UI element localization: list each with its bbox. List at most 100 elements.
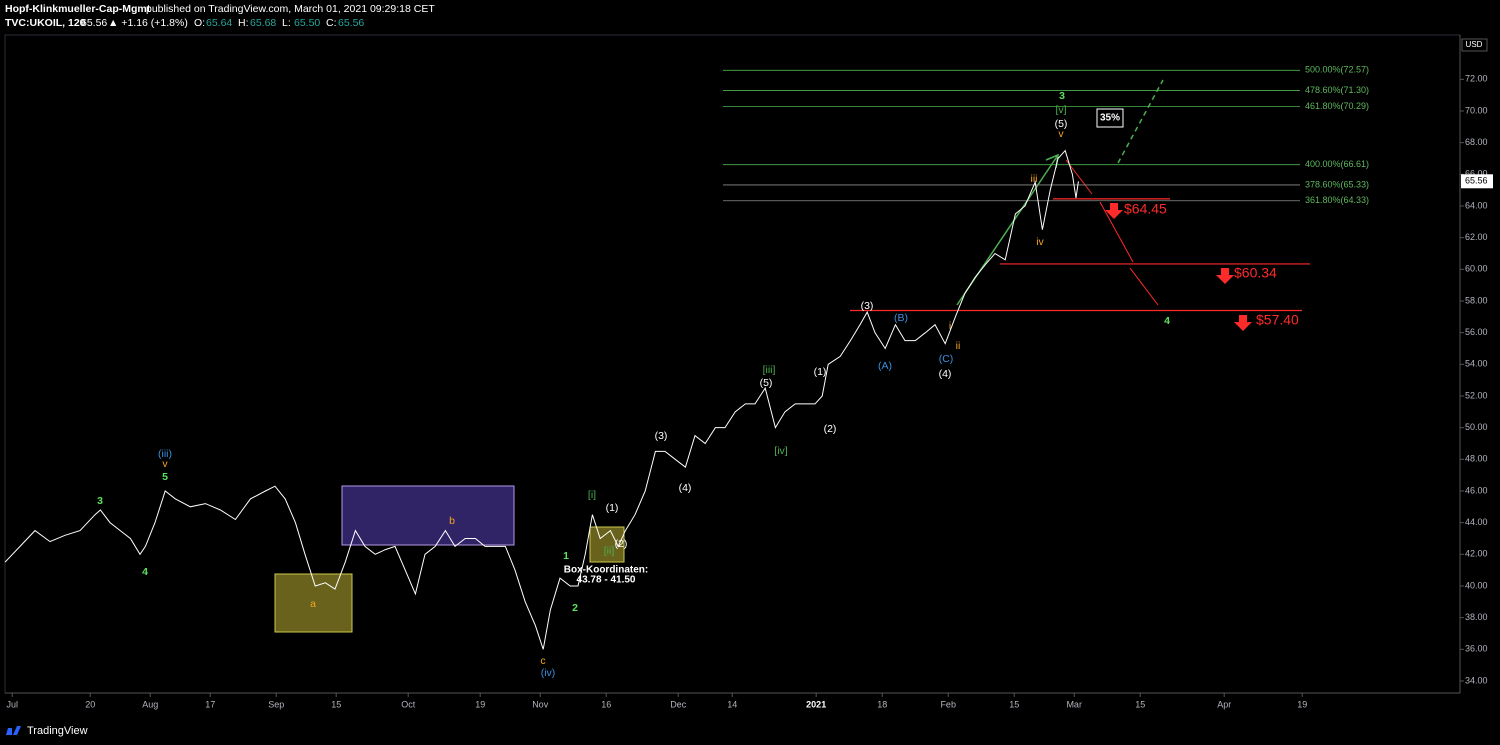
- wave-label: [iv]: [774, 445, 788, 457]
- wave-label: 5: [162, 471, 168, 483]
- wave-label: (3): [861, 300, 874, 312]
- ohlc-value: 65.50: [294, 17, 320, 29]
- wave-label: c: [540, 655, 545, 667]
- x-tick-label: 20: [85, 699, 95, 709]
- x-tick-label: Jul: [6, 699, 18, 709]
- y-tick-label: 60.00: [1465, 264, 1488, 274]
- wave-label: (3): [655, 430, 668, 442]
- x-tick-label: Aug: [142, 699, 158, 709]
- brand: TradingView: [27, 725, 88, 737]
- ohlc: O: 65.64 H: 65.68 L: 65.50 C: 65.56: [194, 17, 364, 29]
- y-tick-label: 72.00: [1465, 74, 1488, 84]
- zone-box: [341, 485, 515, 546]
- wave-label: (iv): [541, 667, 556, 679]
- x-tick-label: 15: [331, 699, 341, 709]
- fib-label: 500.00%(72.57): [1305, 65, 1369, 75]
- wave-label: (C): [939, 353, 954, 365]
- wave-label: [i]: [588, 489, 596, 501]
- x-tick-label: 15: [1135, 699, 1145, 709]
- x-tick-label: Mar: [1066, 699, 1082, 709]
- last-price: 65.56: [81, 17, 107, 29]
- y-tick-label: 52.00: [1465, 390, 1488, 400]
- y-tick-label: 46.00: [1465, 485, 1488, 495]
- fib-label: 478.60%(71.30): [1305, 85, 1369, 95]
- y-tick-label: 62.00: [1465, 232, 1488, 242]
- wave-label: (A): [878, 360, 892, 372]
- currency: USD: [1466, 40, 1483, 49]
- y-tick-label: 40.00: [1465, 580, 1488, 590]
- y-tick-label: 48.00: [1465, 454, 1488, 464]
- x-tick-label: 15: [1009, 699, 1019, 709]
- y-tick-label: 58.00: [1465, 295, 1488, 305]
- price-line: [4, 149, 1079, 650]
- wave-label: 4: [1164, 315, 1170, 327]
- wave-label: (2): [824, 423, 837, 435]
- wave-label: [ii]: [604, 545, 615, 557]
- red-arrow: [1065, 159, 1093, 195]
- x-tick-label: 19: [475, 699, 485, 709]
- wave-label: i: [949, 320, 951, 332]
- wave-label: iv: [1036, 236, 1044, 248]
- y-tick-label: 50.00: [1465, 422, 1488, 432]
- x-tick-label: 2021: [806, 699, 826, 709]
- wave-label: (5): [760, 377, 773, 389]
- y-tick-label: 36.00: [1465, 644, 1488, 654]
- projection-arrow: [1117, 79, 1164, 164]
- wave-label: v: [1058, 128, 1064, 140]
- x-tick-label: 16: [601, 699, 611, 709]
- wave-label: (1): [606, 502, 619, 514]
- y-tick-label: 34.00: [1465, 675, 1488, 685]
- x-tick-label: Oct: [401, 699, 416, 709]
- wave-label: 43.78 - 41.50: [577, 575, 636, 586]
- wave-label: [iii]: [763, 364, 776, 376]
- fib-label: 361.80%(64.33): [1305, 195, 1369, 205]
- wave-label: 35%: [1100, 113, 1120, 124]
- y-tick-label: 56.00: [1465, 327, 1488, 337]
- plot: 34.00 36.00 38.00 40.00 42.00 44.00 46.00 48.00…: [4, 65, 1493, 709]
- ohlc-label: O:: [194, 17, 205, 29]
- ohlc-value: 65.56: [338, 17, 364, 29]
- brand-logo: [6, 726, 21, 735]
- y-tick-label: 66.00: [1465, 169, 1488, 179]
- wave-label: v: [162, 458, 168, 470]
- target-label: $60.34: [1234, 265, 1277, 281]
- target-label: $64.45: [1124, 201, 1167, 217]
- wave-label: 3: [1059, 90, 1065, 102]
- ohlc-label: L:: [282, 17, 291, 29]
- wave-label: (5): [1055, 118, 1068, 130]
- price-tag-bg: [1461, 174, 1493, 189]
- fib-label: 461.80%(70.29): [1305, 101, 1369, 111]
- y-tick-label: 70.00: [1465, 105, 1488, 115]
- ohlc-value: 65.64: [206, 17, 232, 29]
- x-tick-label: Apr: [1217, 699, 1231, 709]
- change: ▲ +1.16 (+1.8%): [108, 17, 188, 29]
- fib-label: 400.00%(66.61): [1305, 159, 1369, 169]
- wave-label: [v]: [1055, 104, 1066, 116]
- wave-label: (B): [894, 312, 908, 324]
- ohlc-label: H:: [238, 17, 249, 29]
- price-tag: 65.56: [1465, 176, 1488, 186]
- x-tick-label: Nov: [532, 699, 549, 709]
- wave-label: b: [449, 515, 455, 527]
- wave-label: Box-Koordinaten:: [564, 565, 648, 576]
- wave-label: (1): [814, 366, 827, 378]
- wave-label: iii: [1031, 173, 1038, 185]
- zone-box: [274, 573, 353, 633]
- wave-label: a: [310, 598, 316, 610]
- x-tick-label: Sep: [268, 699, 284, 709]
- author: Hopf-Klinkmueller-Cap-Mgmt: [5, 3, 151, 15]
- y-tick-label: 42.00: [1465, 549, 1488, 559]
- red-arrow: [1129, 267, 1159, 306]
- published: published on TradingView.com, March 01, …: [146, 3, 435, 15]
- ohlc-value: 65.68: [250, 17, 276, 29]
- x-tick-label: 19: [1297, 699, 1307, 709]
- y-tick-label: 54.00: [1465, 359, 1488, 369]
- y-tick-label: 44.00: [1465, 517, 1488, 527]
- wave-label: 1: [563, 550, 569, 562]
- x-tick-label: Dec: [670, 699, 687, 709]
- y-tick-label: 64.00: [1465, 200, 1488, 210]
- fib-label: 378.60%(65.33): [1305, 179, 1369, 189]
- x-tick-label: 17: [205, 699, 215, 709]
